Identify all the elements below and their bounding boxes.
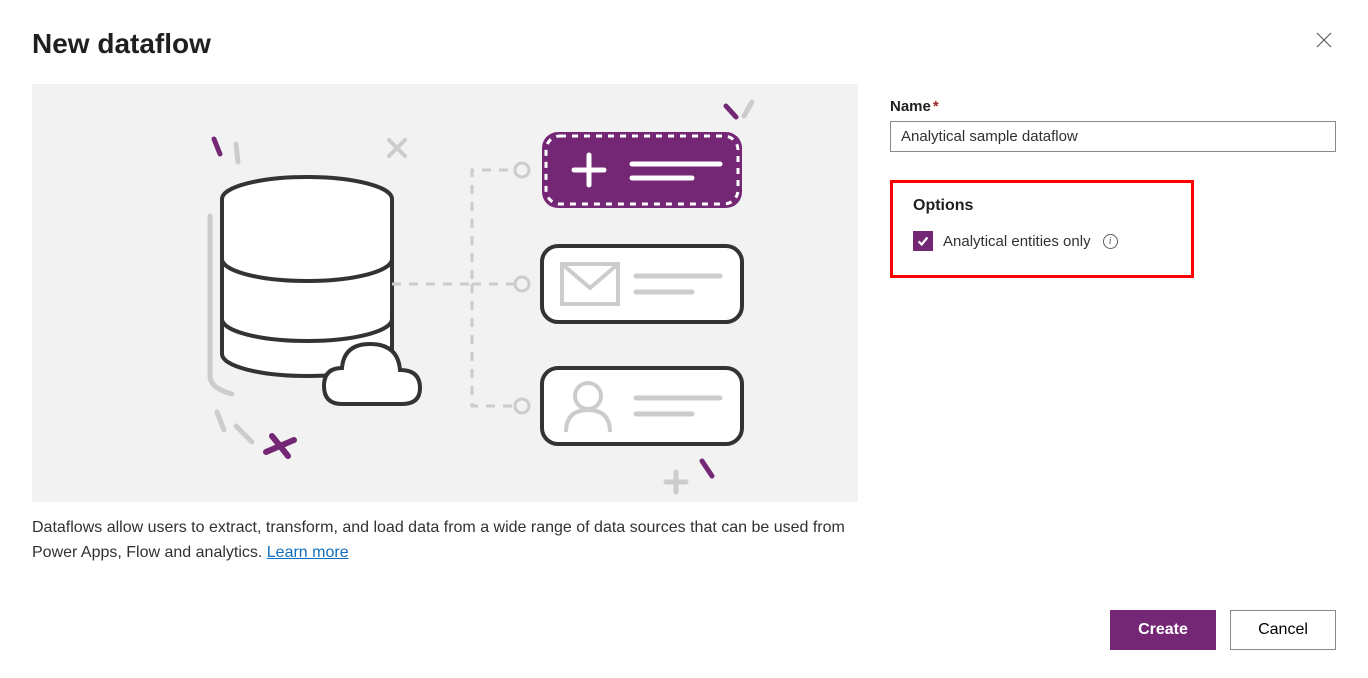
close-button[interactable] (1312, 28, 1336, 55)
required-indicator: * (933, 98, 939, 115)
dialog-description: Dataflows allow users to extract, transf… (32, 516, 858, 566)
options-section: Options Analytical entities only i (890, 180, 1194, 278)
analytical-only-label: Analytical entities only (943, 233, 1091, 250)
cancel-button[interactable]: Cancel (1230, 610, 1336, 650)
name-label: Name* (890, 98, 1336, 115)
description-text: Dataflows allow users to extract, transf… (32, 519, 845, 561)
new-dataflow-dialog: New dataflow (0, 0, 1368, 678)
analytical-only-checkbox[interactable] (913, 231, 933, 251)
name-input[interactable] (890, 121, 1336, 152)
analytical-only-row: Analytical entities only i (913, 231, 1171, 251)
dialog-body: Dataflows allow users to extract, transf… (32, 84, 1336, 566)
options-heading: Options (913, 197, 1171, 215)
form-panel: Name* Options Analytical entities only i (890, 84, 1336, 566)
dialog-title: New dataflow (32, 28, 211, 60)
left-panel: Dataflows allow users to extract, transf… (32, 84, 858, 566)
dialog-footer: Create Cancel (1110, 610, 1336, 650)
info-icon[interactable]: i (1103, 234, 1118, 249)
dialog-header: New dataflow (32, 28, 1336, 60)
close-icon (1316, 32, 1332, 48)
create-button[interactable]: Create (1110, 610, 1216, 650)
name-label-text: Name (890, 98, 931, 115)
checkmark-icon (916, 234, 930, 248)
learn-more-link[interactable]: Learn more (267, 544, 349, 561)
dataflow-illustration (32, 84, 858, 502)
